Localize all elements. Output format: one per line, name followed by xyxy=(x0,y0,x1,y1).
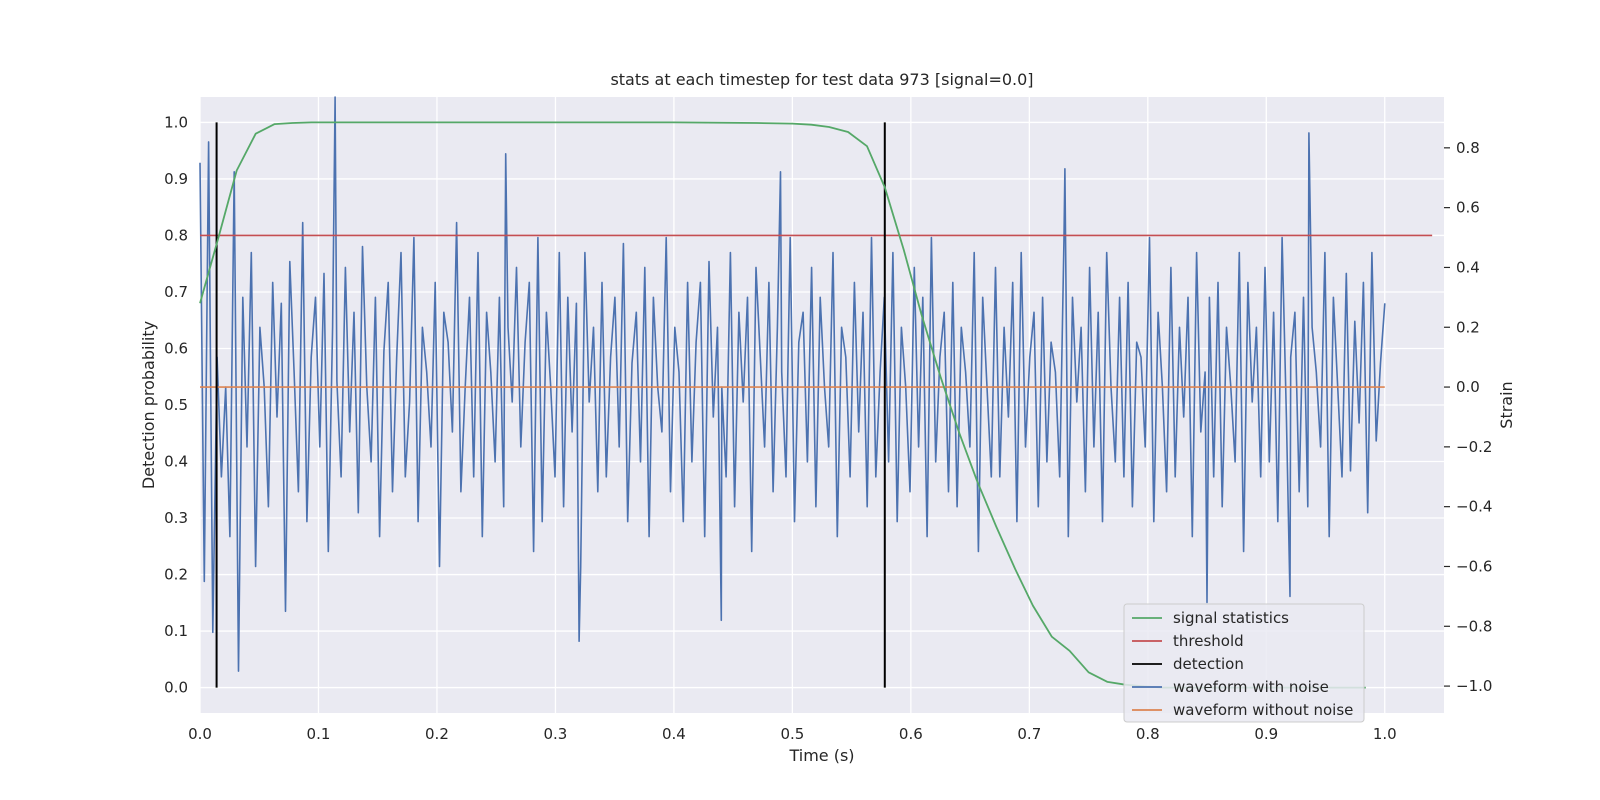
y-tick-label: 0.2 xyxy=(164,566,188,584)
y-axis-label: Detection probability xyxy=(139,321,158,489)
legend-label-waveform-without-noise: waveform without noise xyxy=(1173,701,1353,719)
y2-tick-label: 0.8 xyxy=(1456,139,1480,157)
legend-label-threshold: threshold xyxy=(1173,632,1244,650)
y-tick-label: 1.0 xyxy=(164,113,188,131)
x-tick-label: 0.8 xyxy=(1136,725,1160,743)
legend-label-detection: detection xyxy=(1173,655,1244,673)
y-tick-label: 0.6 xyxy=(164,339,188,357)
y2-tick-label: 0.4 xyxy=(1456,258,1480,276)
x-tick-label: 0.1 xyxy=(307,725,331,743)
x-tick-label: 0.5 xyxy=(780,725,804,743)
y2-tick-label: −0.4 xyxy=(1456,498,1492,516)
legend-label-signal-statistics: signal statistics xyxy=(1173,609,1289,627)
chart-title: stats at each timestep for test data 973… xyxy=(610,70,1033,89)
y-tick-label: 0.9 xyxy=(164,170,188,188)
x-tick-label: 0.7 xyxy=(1017,725,1041,743)
y2-tick-label: −0.2 xyxy=(1456,438,1492,456)
legend: signal statistics threshold detection wa… xyxy=(1123,603,1365,723)
legend-box xyxy=(1123,603,1365,723)
y2-tick-label: −1.0 xyxy=(1456,677,1492,695)
y2-tick-label: 0.6 xyxy=(1456,199,1480,217)
legend-label-waveform-with-noise: waveform with noise xyxy=(1173,678,1329,696)
x-tick-label: 0.0 xyxy=(188,725,212,743)
x-tick-label: 0.4 xyxy=(662,725,686,743)
x-tick-label: 0.9 xyxy=(1254,725,1278,743)
y-tick-label: 0.0 xyxy=(164,679,188,697)
series-line-signal-statistics xyxy=(199,121,1366,689)
y-tick-label: 0.5 xyxy=(164,396,188,414)
y-tick-label: 0.1 xyxy=(164,622,188,640)
x-tick-label: 0.2 xyxy=(425,725,449,743)
series-layer xyxy=(199,96,1433,689)
y2-tick-label: 0.2 xyxy=(1456,318,1480,336)
x-axis-label: Time (s) xyxy=(788,746,854,765)
x-tick-label: 0.6 xyxy=(899,725,923,743)
y2-axis-label: Strain xyxy=(1497,381,1516,428)
y2-tick-label: −0.8 xyxy=(1456,617,1492,635)
series-line-waveform-with-noise xyxy=(199,96,1386,672)
x-tick-label: 1.0 xyxy=(1373,725,1397,743)
y-tick-label: 0.7 xyxy=(164,283,188,301)
y2-tick-label: 0.0 xyxy=(1456,378,1480,396)
y2-tick-label: −0.6 xyxy=(1456,557,1492,575)
x-tick-label: 0.3 xyxy=(543,725,567,743)
ticks: 0.0 0.1 0.2 0.3 0.4 0.5 0.6 0.7 0.8 0.9 1.0 0.0 0.1 0… xyxy=(164,113,1492,743)
y-tick-label: 0.4 xyxy=(164,453,188,471)
y-tick-label: 0.8 xyxy=(164,226,188,244)
y-tick-label: 0.3 xyxy=(164,509,188,527)
